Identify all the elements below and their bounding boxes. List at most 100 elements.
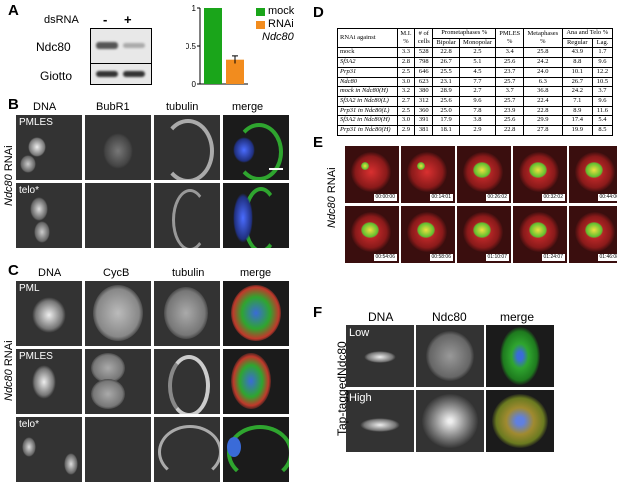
table-row: Sf3A2 in Ndc80(H) 3.0 391 17.9 3.8 25.6 29.9 17… bbox=[337, 115, 614, 127]
c-row1-label: PML bbox=[19, 283, 40, 294]
table-cell: 381 bbox=[414, 125, 434, 136]
table-cell: 9.6 bbox=[458, 95, 497, 107]
timelapse-frame: 00:14:01 bbox=[401, 146, 455, 203]
table-cell: 17.4 bbox=[561, 115, 593, 127]
table-cell: 25.7 bbox=[495, 95, 525, 107]
lane-minus-label: - bbox=[103, 12, 108, 27]
table-cell: 28.9 bbox=[432, 86, 460, 97]
c-row2-tubulin-image bbox=[154, 349, 220, 414]
c-row3-merge-image bbox=[223, 417, 289, 482]
timestamp-label: 01:10:07 bbox=[485, 254, 509, 261]
c-row2-cycb-image bbox=[85, 349, 151, 414]
b-row1-label: PMLES bbox=[19, 117, 53, 128]
table-cell: 1.7 bbox=[591, 47, 614, 59]
c-row3-dna-image: telo* bbox=[16, 417, 82, 482]
b-row1-dna-image: PMLES bbox=[16, 115, 82, 180]
table-cell: 9.6 bbox=[591, 95, 614, 107]
timestamp-label: 00:58:06 bbox=[429, 254, 453, 261]
table-cell: 5.1 bbox=[458, 57, 497, 68]
table-cell: 7.7 bbox=[458, 76, 497, 88]
blot-ndc80-label: Ndc80 bbox=[36, 40, 71, 54]
f-row2-label: High bbox=[349, 392, 372, 404]
table-cell: 23.1 bbox=[432, 76, 460, 88]
table-cell: 4.5 bbox=[458, 66, 497, 78]
table-cell: 528 bbox=[414, 47, 434, 59]
table-cell: 8.8 bbox=[561, 57, 593, 68]
table-cell: 25.6 bbox=[495, 115, 525, 127]
b-col-bubr1: BubR1 bbox=[96, 101, 130, 113]
table-cell: 25.7 bbox=[495, 76, 525, 88]
table-row: Prp31 2.5 646 25.5 4.5 23.7 24.0 10.1 12.2 bbox=[337, 66, 614, 78]
c-side-label: Ndc80 RNAi bbox=[3, 340, 15, 401]
row-label: Prp31 in Ndc80(H) bbox=[337, 125, 398, 136]
chart-svg: 00.51 bbox=[185, 4, 248, 89]
th-prometa: Prometaphases % bbox=[432, 28, 497, 39]
table-cell: 9.6 bbox=[591, 57, 614, 68]
row-label: Sf3A2 in Ndc80(H) bbox=[337, 115, 398, 127]
c-row3-tubulin-image bbox=[154, 417, 220, 482]
table-cell: 43.9 bbox=[561, 47, 593, 59]
western-blot-giotto bbox=[90, 63, 152, 85]
row-label: mock bbox=[337, 47, 398, 59]
row-label: mock in Ndc80(H) bbox=[337, 86, 398, 97]
f-col-ndc80: Ndc80 bbox=[432, 310, 467, 324]
c-col-tubulin: tubulin bbox=[172, 267, 205, 279]
table-cell: 23.7 bbox=[495, 66, 525, 78]
table-cell: 3.4 bbox=[495, 47, 525, 59]
table-cell: 2.5 bbox=[396, 66, 416, 78]
row-label: Sf3A2 in Ndc80(L) bbox=[337, 95, 398, 107]
legend-rnai-label: RNAi bbox=[268, 18, 294, 30]
c-row1-dna-image: PML bbox=[16, 281, 82, 346]
row-label: Sf3A2 bbox=[337, 57, 398, 68]
c-col-cycb: CycB bbox=[103, 267, 130, 279]
th-meta: Metaphases% bbox=[523, 27, 563, 49]
timestamp-label: 00:32:02 bbox=[541, 194, 565, 201]
table-row: Ndc80 3.0 623 23.1 7.7 25.7 6.3 26.7 10.5 bbox=[337, 76, 614, 88]
table-cell: 12.2 bbox=[591, 66, 614, 78]
c-col-merge: merge bbox=[240, 267, 272, 279]
th-regular: Regular bbox=[561, 37, 593, 49]
table-cell: 2.9 bbox=[458, 125, 497, 136]
timestamp-label: 01:46:08 bbox=[597, 254, 617, 261]
table-cell: 25.6 bbox=[495, 57, 525, 68]
table-cell: 5.4 bbox=[591, 115, 614, 127]
timestamp-label: 00:54:06 bbox=[373, 254, 397, 261]
th-bipolar: Bipolar bbox=[432, 37, 460, 49]
panel-a-label: A bbox=[8, 2, 19, 19]
timelapse-frame: 01:46:08 bbox=[569, 206, 617, 263]
table-cell: 17.9 bbox=[432, 115, 460, 127]
table-row: mock in Ndc80(H) 3.2 380 28.9 2.7 3.7 36.8 24.2… bbox=[337, 86, 614, 97]
table-cell: 3.0 bbox=[396, 76, 416, 88]
bar bbox=[226, 59, 244, 84]
y-tick-label: 1 bbox=[192, 4, 197, 13]
table-cell: 3.3 bbox=[396, 47, 416, 59]
b-col-dna: DNA bbox=[33, 101, 57, 113]
table-cell: 26.7 bbox=[432, 57, 460, 68]
table-cell: 29.9 bbox=[523, 115, 563, 127]
table-cell: 3.7 bbox=[591, 86, 614, 97]
c-row3-label: telo* bbox=[19, 419, 40, 430]
table-row: mock 3.3 528 22.8 2.5 3.4 25.8 43.9 1.7 bbox=[337, 47, 614, 59]
table-cell: 2.7 bbox=[396, 95, 416, 107]
western-blot-ndc80 bbox=[90, 28, 152, 64]
table-body: mock 3.3 528 22.8 2.5 3.4 25.8 43.9 1.7 Sf3A2 2.8 7… bbox=[337, 47, 614, 136]
table-row: Sf3A2 in Ndc80(L) 2.7 312 25.6 9.6 25.7 22.4 7.… bbox=[337, 95, 614, 107]
f-row2-dna-image: High bbox=[346, 390, 414, 452]
ndc80-knockdown-chart: 0 0.5 1 bbox=[185, 4, 252, 89]
y-tick-label: 0 bbox=[192, 80, 197, 88]
f-row1-dna-image: Low bbox=[346, 325, 414, 387]
bar bbox=[204, 8, 222, 84]
th-ana: Ana and Telo % bbox=[561, 28, 614, 39]
y-tick-label: 0.5 bbox=[186, 42, 197, 51]
table-cell: 25.8 bbox=[523, 47, 563, 59]
timestamp-label: 00:44:06 bbox=[597, 194, 617, 201]
timelapse-frame: 00:26:02 bbox=[457, 146, 511, 203]
row-label: Ndc80 bbox=[337, 76, 398, 88]
timelapse-frame: 01:10:07 bbox=[457, 206, 511, 263]
table-cell: 25.6 bbox=[432, 95, 460, 107]
b-side-label: Ndc80 RNAi bbox=[3, 145, 15, 206]
panel-f-label: F bbox=[313, 304, 323, 321]
table-row: Sf3A2 2.8 798 26.7 5.1 25.6 24.2 8.8 9.6 bbox=[337, 57, 614, 68]
table-cell: 22.4 bbox=[523, 95, 563, 107]
legend-swatch-rnai bbox=[256, 21, 265, 29]
